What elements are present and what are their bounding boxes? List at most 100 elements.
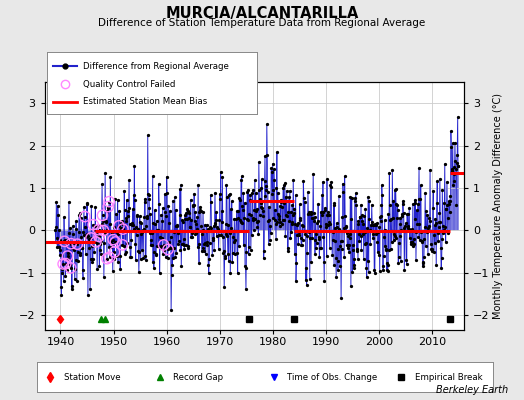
Point <box>107 238 115 244</box>
Point <box>113 229 122 235</box>
Point <box>56 236 64 243</box>
Point <box>325 219 333 225</box>
Point <box>154 226 162 233</box>
Point <box>103 256 111 262</box>
Point <box>127 222 136 228</box>
Point <box>413 201 422 207</box>
Point <box>124 208 132 214</box>
Point <box>152 251 160 258</box>
Text: Estimated Station Mean Bias: Estimated Station Mean Bias <box>83 97 207 106</box>
Point <box>173 222 181 229</box>
Point <box>388 167 397 173</box>
Point <box>78 244 86 251</box>
Point <box>99 212 107 218</box>
Point <box>295 232 303 238</box>
Point <box>294 229 303 236</box>
Point <box>359 221 367 228</box>
Point <box>139 227 147 233</box>
Point <box>375 224 384 230</box>
Point <box>371 221 379 227</box>
Point <box>106 220 114 227</box>
Point <box>396 214 404 221</box>
Point <box>344 242 353 249</box>
Point <box>411 216 419 222</box>
Point <box>145 204 154 211</box>
Point <box>281 233 290 239</box>
Point <box>141 196 149 202</box>
Point <box>66 225 74 232</box>
Point <box>223 194 231 200</box>
Point <box>341 224 350 230</box>
Point <box>409 242 418 249</box>
Point <box>84 232 93 239</box>
Point <box>181 242 190 248</box>
Point <box>70 276 79 282</box>
Point <box>220 248 228 254</box>
Point <box>419 260 428 266</box>
Point <box>129 192 138 198</box>
Point <box>252 208 260 215</box>
Point <box>200 248 208 254</box>
Point <box>183 206 191 212</box>
Point <box>119 220 127 227</box>
Text: Record Gap: Record Gap <box>173 372 224 382</box>
Point <box>74 229 83 236</box>
Point <box>243 216 251 222</box>
Point <box>256 212 264 218</box>
Point <box>72 226 81 232</box>
Point <box>318 212 326 218</box>
Point <box>64 256 73 262</box>
Point <box>330 200 339 206</box>
Point <box>135 269 143 276</box>
Point <box>421 224 429 231</box>
Point <box>188 234 196 240</box>
Point <box>366 227 374 234</box>
Point <box>345 248 353 255</box>
Point <box>186 224 194 231</box>
Point <box>230 228 238 235</box>
Point <box>366 241 375 247</box>
Point <box>246 197 255 203</box>
Point <box>377 218 385 224</box>
Point <box>228 258 236 265</box>
Point <box>136 219 144 226</box>
Point <box>339 214 347 220</box>
Point <box>201 240 210 246</box>
Point <box>386 202 394 208</box>
Point <box>153 226 161 233</box>
Point <box>303 233 312 240</box>
Point <box>440 227 448 234</box>
Point <box>274 211 282 217</box>
Point <box>159 205 167 211</box>
Point <box>207 198 215 205</box>
Point <box>242 286 250 292</box>
Point <box>211 221 220 227</box>
Point <box>235 195 244 201</box>
Point <box>446 192 455 199</box>
Point <box>153 243 161 249</box>
Point <box>204 270 213 276</box>
Point <box>244 186 253 193</box>
Point <box>62 260 70 267</box>
Point <box>335 193 343 199</box>
Point <box>338 238 346 244</box>
Point <box>220 284 228 290</box>
Point <box>354 255 362 262</box>
Point <box>225 192 233 198</box>
Point <box>261 153 269 160</box>
Point <box>398 213 406 220</box>
Point <box>180 242 188 248</box>
Point <box>255 187 264 194</box>
Point <box>358 212 367 218</box>
Point <box>90 227 98 233</box>
Point <box>424 223 433 230</box>
Point <box>134 226 142 232</box>
Point <box>273 219 281 225</box>
Point <box>93 266 102 272</box>
Point <box>151 252 160 258</box>
Point <box>110 256 118 262</box>
Point <box>293 220 302 226</box>
Point <box>118 242 127 248</box>
Point <box>331 225 339 231</box>
Point <box>190 190 199 197</box>
